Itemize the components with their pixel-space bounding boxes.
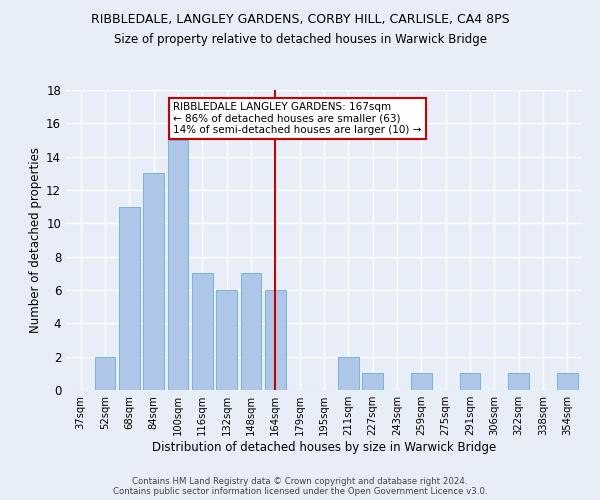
Text: RIBBLEDALE, LANGLEY GARDENS, CORBY HILL, CARLISLE, CA4 8PS: RIBBLEDALE, LANGLEY GARDENS, CORBY HILL,… bbox=[91, 12, 509, 26]
Bar bbox=[411, 374, 432, 390]
Bar bbox=[557, 374, 578, 390]
Bar bbox=[338, 356, 359, 390]
Text: Contains public sector information licensed under the Open Government Licence v3: Contains public sector information licen… bbox=[113, 487, 487, 496]
Bar bbox=[95, 356, 115, 390]
Bar bbox=[192, 274, 212, 390]
Bar bbox=[119, 206, 140, 390]
Text: RIBBLEDALE LANGLEY GARDENS: 167sqm
← 86% of detached houses are smaller (63)
14%: RIBBLEDALE LANGLEY GARDENS: 167sqm ← 86%… bbox=[173, 102, 421, 135]
Text: Size of property relative to detached houses in Warwick Bridge: Size of property relative to detached ho… bbox=[113, 32, 487, 46]
Bar bbox=[143, 174, 164, 390]
Bar bbox=[216, 290, 237, 390]
Text: Contains HM Land Registry data © Crown copyright and database right 2024.: Contains HM Land Registry data © Crown c… bbox=[132, 477, 468, 486]
Bar bbox=[508, 374, 529, 390]
Bar bbox=[265, 290, 286, 390]
Y-axis label: Number of detached properties: Number of detached properties bbox=[29, 147, 42, 333]
X-axis label: Distribution of detached houses by size in Warwick Bridge: Distribution of detached houses by size … bbox=[152, 441, 496, 454]
Bar bbox=[460, 374, 481, 390]
Bar bbox=[167, 140, 188, 390]
Bar bbox=[241, 274, 262, 390]
Bar bbox=[362, 374, 383, 390]
